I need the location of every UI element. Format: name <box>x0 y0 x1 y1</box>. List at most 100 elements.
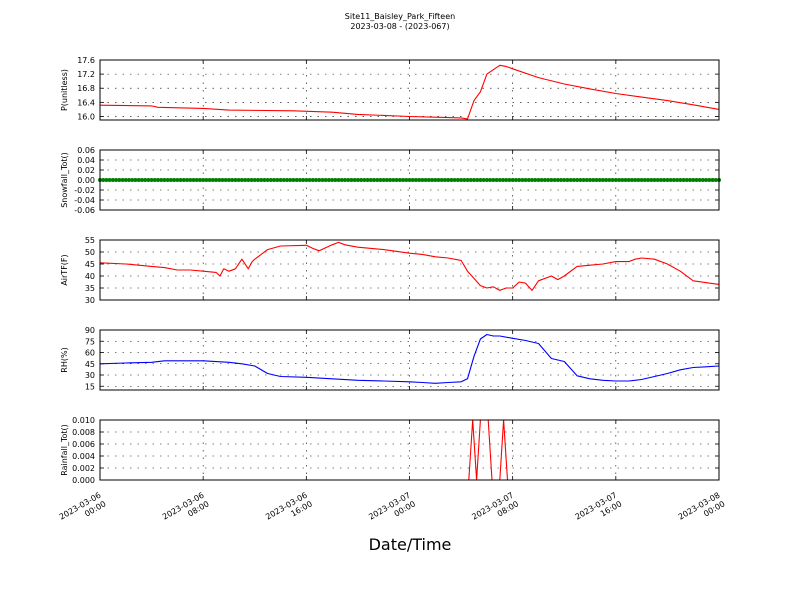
data-point <box>397 178 402 182</box>
data-point <box>178 178 183 182</box>
data-point <box>323 178 328 182</box>
data-point <box>413 178 418 182</box>
data-point <box>165 178 170 182</box>
y-tick-label: 17.2 <box>77 70 95 79</box>
data-point <box>578 178 583 182</box>
y-axis-label: Rainfall_Tot() <box>60 424 69 476</box>
data-point <box>584 178 589 182</box>
data-point <box>494 178 499 182</box>
data-point <box>143 178 148 182</box>
data-point <box>297 178 302 182</box>
data-point <box>333 178 338 182</box>
data-point <box>533 178 538 182</box>
y-tick-label: 55 <box>85 236 95 245</box>
data-point <box>372 178 377 182</box>
y-tick-label: 16.0 <box>77 112 95 121</box>
chart-subtitle: 2023-03-08 - (2023-067) <box>350 22 449 31</box>
y-tick-label: 30 <box>85 371 95 380</box>
data-point <box>152 178 157 182</box>
y-tick-label: 40 <box>85 272 95 281</box>
y-tick-label: 0.002 <box>72 464 95 473</box>
data-point <box>214 178 219 182</box>
y-tick-label: 0.04 <box>77 156 95 165</box>
data-point <box>555 178 560 182</box>
data-point <box>172 178 177 182</box>
y-tick-label: 0.008 <box>72 428 95 437</box>
data-point <box>359 178 364 182</box>
data-point <box>604 178 609 182</box>
axes-frame <box>99 239 720 301</box>
data-point <box>459 178 464 182</box>
chart-title: Site11_Baisley_Park_Fifteen <box>345 12 455 21</box>
data-point <box>713 178 718 182</box>
data-point <box>378 178 383 182</box>
data-point <box>675 178 680 182</box>
data-point <box>230 178 235 182</box>
panel-2: 30 35 40 45 50 55 AirTF(F) <box>60 236 720 305</box>
data-point <box>301 178 306 182</box>
data-point <box>581 178 586 182</box>
data-point <box>127 178 132 182</box>
data-point <box>491 178 496 182</box>
data-point <box>613 178 618 182</box>
data-point <box>536 178 541 182</box>
data-point <box>336 178 341 182</box>
y-tick-label: 0.02 <box>77 166 95 175</box>
data-point <box>488 178 493 182</box>
y-tick-label: 0.006 <box>72 440 95 449</box>
data-point <box>404 178 409 182</box>
data-point <box>114 178 119 182</box>
panels: 16.016.416.817.217.6P(unitless) -0.06 -0.0… <box>60 56 721 485</box>
data-point <box>349 178 354 182</box>
data-point <box>526 178 531 182</box>
data-point <box>704 178 709 182</box>
series-markers <box>98 178 721 182</box>
data-point <box>542 178 547 182</box>
data-point <box>272 178 277 182</box>
data-point <box>668 178 673 182</box>
data-point <box>365 178 370 182</box>
data-point <box>233 178 238 182</box>
data-point <box>446 178 451 182</box>
y-tick-label: 0.000 <box>72 476 95 485</box>
data-point <box>130 178 135 182</box>
data-point <box>246 178 251 182</box>
data-point <box>497 178 502 182</box>
data-point <box>139 178 144 182</box>
y-tick-label: 30 <box>85 296 95 305</box>
data-point <box>639 178 644 182</box>
data-point <box>636 178 641 182</box>
data-point <box>391 178 396 182</box>
y-axis-label: Snowfall_Tot() <box>60 152 69 208</box>
data-point <box>262 178 267 182</box>
data-point <box>559 178 564 182</box>
data-point <box>710 178 715 182</box>
data-point <box>665 178 670 182</box>
data-point <box>343 178 348 182</box>
data-point <box>500 178 505 182</box>
y-tick-label: -0.02 <box>74 186 95 195</box>
data-point <box>481 178 486 182</box>
data-point <box>600 178 605 182</box>
y-tick-label: -0.06 <box>74 206 95 215</box>
data-point <box>149 178 154 182</box>
series-line <box>99 64 720 120</box>
data-point <box>678 178 683 182</box>
data-point <box>681 178 686 182</box>
panel-4: 0.000 0.002 0.004 0.006 0.008 0.010Rainfall_T… <box>60 416 720 485</box>
y-axis-label: P(unitless) <box>60 69 69 111</box>
data-point <box>123 178 128 182</box>
data-point <box>591 178 596 182</box>
panel-0: 16.0 16.4 16.8 17.2 17.6 P(unitless) <box>60 56 720 121</box>
data-point <box>120 178 125 182</box>
data-point <box>249 178 254 182</box>
data-point <box>539 178 544 182</box>
data-point <box>617 178 622 182</box>
panel-3: 15 30 45 60 75 90 RH(%) <box>60 326 720 391</box>
data-point <box>210 178 215 182</box>
data-point <box>594 178 599 182</box>
